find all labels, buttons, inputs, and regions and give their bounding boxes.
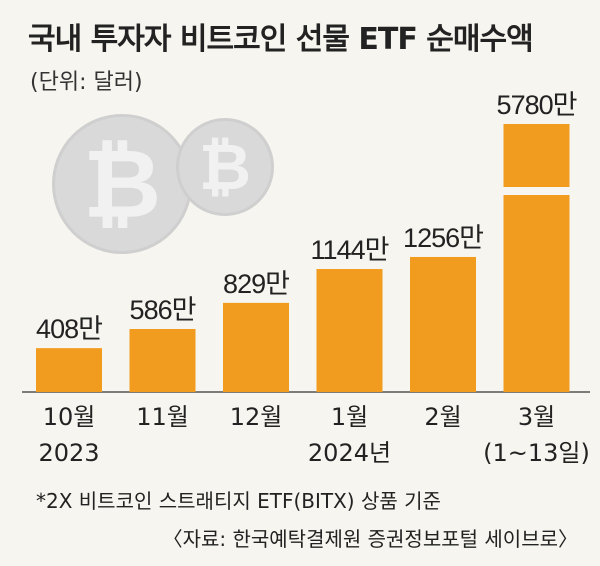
data-label: 586만: [130, 295, 196, 325]
source-note: 〈자료: 한국예탁결제원 증권정보포털 세이브로〉: [162, 527, 578, 551]
data-label: 1256만: [403, 223, 483, 253]
data-label: 1144만: [311, 235, 389, 265]
bar: [36, 348, 102, 392]
data-label: 829만: [223, 269, 289, 299]
footnote: *2X 비트코인 스트래티지 ETF(BITX) 상품 기준: [36, 489, 441, 513]
x-tick-label: 12월: [230, 403, 283, 431]
data-label: 5780만: [497, 90, 577, 120]
x-tick-label: (1~13일): [483, 439, 590, 467]
x-tick-label: 1월: [331, 403, 368, 431]
x-tick-label: 11월: [136, 403, 189, 431]
bar: [129, 329, 196, 392]
bitcoin-coin-icon: ₿: [52, 114, 192, 254]
bar-broken-top: [503, 124, 570, 187]
bar: [410, 256, 476, 392]
bar: [503, 195, 570, 392]
x-tick-label: 2024년: [308, 439, 391, 467]
data-label: 408만: [36, 314, 102, 344]
x-tick-label: 10월: [43, 403, 96, 431]
bar: [316, 269, 383, 392]
unit-label: (단위: 달러): [30, 70, 143, 95]
x-tick-label: 2월: [424, 403, 461, 431]
bar: [223, 302, 289, 392]
x-tick-label: 3월: [518, 403, 555, 431]
bitcoin-coin-icon: ₿: [176, 118, 274, 216]
x-tick-label: 2023: [38, 439, 99, 467]
chart-title: 국내 투자자 비트코인 선물 ETF 순매수액: [28, 22, 534, 57]
